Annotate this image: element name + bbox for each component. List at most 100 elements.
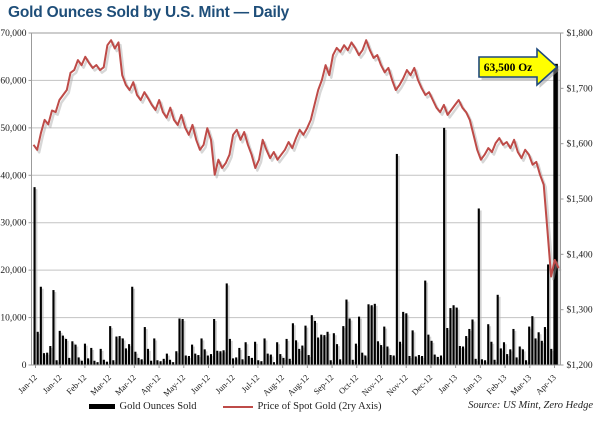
svg-text:40,000: 40,000 [0,171,26,181]
svg-text:Sep-12: Sep-12 [311,372,335,396]
bar [228,338,231,365]
bar [77,357,80,365]
bar-shadow [388,348,391,365]
svg-text:Jan-12: Jan-12 [16,372,39,395]
bar [373,303,376,365]
bar [153,338,156,365]
bar [209,354,213,365]
bar-shadow [539,334,542,365]
bar-shadow [69,359,73,365]
bar-shadow [265,340,268,365]
bar-shadow [284,359,287,365]
bar-shadow [463,348,466,365]
bar-shadow [236,359,240,365]
bar [326,331,329,365]
bar [150,360,153,365]
bar [405,313,408,365]
svg-text:10,000: 10,000 [0,314,26,324]
bar-shadow [488,326,492,365]
bar [244,342,247,365]
chart-legend: Gold Ounces Sold Price of Spot Gold (2ry… [0,401,470,412]
bar [376,341,380,365]
bar [307,355,310,365]
bar-shadow [177,353,180,365]
bar-shadow [400,343,403,365]
bar-shadow [378,343,381,365]
bar-shadow [542,342,545,365]
bar-shadow [110,328,114,365]
bar [452,305,455,365]
bar [398,341,402,365]
bar [178,318,181,365]
bar [279,354,282,365]
bar-shadow [155,340,158,365]
bar [238,347,241,365]
bar-shadow [243,361,246,365]
bar [370,305,373,365]
bar-shadow [57,362,60,365]
bar-shadow [375,305,378,365]
bar [449,308,452,365]
bar-shadow [148,350,151,365]
bar [272,362,276,365]
bar-shadow [545,329,548,365]
bar [443,127,446,365]
bar-shadow [230,340,233,365]
svg-text:$1,800: $1,800 [567,28,593,39]
bar-shadow [76,346,79,365]
bar [383,326,386,365]
bar-shadow [161,363,164,365]
bar [115,336,118,365]
bar-shadow [548,266,551,365]
bar-shadow [356,345,359,365]
svg-text:Jan-12: Jan-12 [41,372,64,395]
svg-text:May-12: May-12 [161,372,187,398]
bar-shadow [189,357,192,365]
bar [364,355,367,365]
bar [134,351,137,365]
bar-shadow [306,327,309,365]
bar-shadow [457,309,460,365]
bar [461,346,465,365]
bar-shadow [337,346,340,365]
bar [474,358,477,365]
bar-shadow [410,357,413,365]
bar [392,355,395,365]
bar-shadow [485,362,488,365]
bar-shadow [142,361,145,365]
bar [518,346,521,365]
bar [61,335,64,365]
bar-shadow [202,340,205,365]
bar-shadow [101,350,104,365]
svg-text:Jan-13: Jan-13 [436,372,459,395]
left-axis-labels: 0 10,000 20,000 30,000 40,000 50,000 60,000 70,… [0,29,32,371]
bar [521,349,524,365]
bar-shadow [281,356,284,365]
bar-shadow [299,350,303,365]
bar-shadow [199,357,202,365]
svg-text:30,000: 30,000 [0,219,26,229]
bar [427,334,430,365]
bar [502,342,506,365]
bar [471,319,474,365]
bar-shadow [312,317,315,365]
bar-shadow [385,328,388,365]
bar-shadow [419,357,422,365]
bar-shadow [359,318,362,365]
bar [298,348,301,365]
bar [184,355,187,365]
bar [235,357,238,365]
bar-shadow [325,337,328,365]
bar-shadow [151,362,154,365]
bar [121,338,124,365]
bar [386,346,389,365]
bar-shadow [180,320,183,365]
svg-text:Aug-12: Aug-12 [285,372,310,397]
svg-text:Jul-12: Jul-12 [239,372,261,394]
bar [433,354,436,365]
bar-shadow [271,356,274,365]
bar [90,347,93,365]
bar-shadow [362,354,366,365]
bar [80,360,83,365]
bar-shadow [511,351,514,365]
